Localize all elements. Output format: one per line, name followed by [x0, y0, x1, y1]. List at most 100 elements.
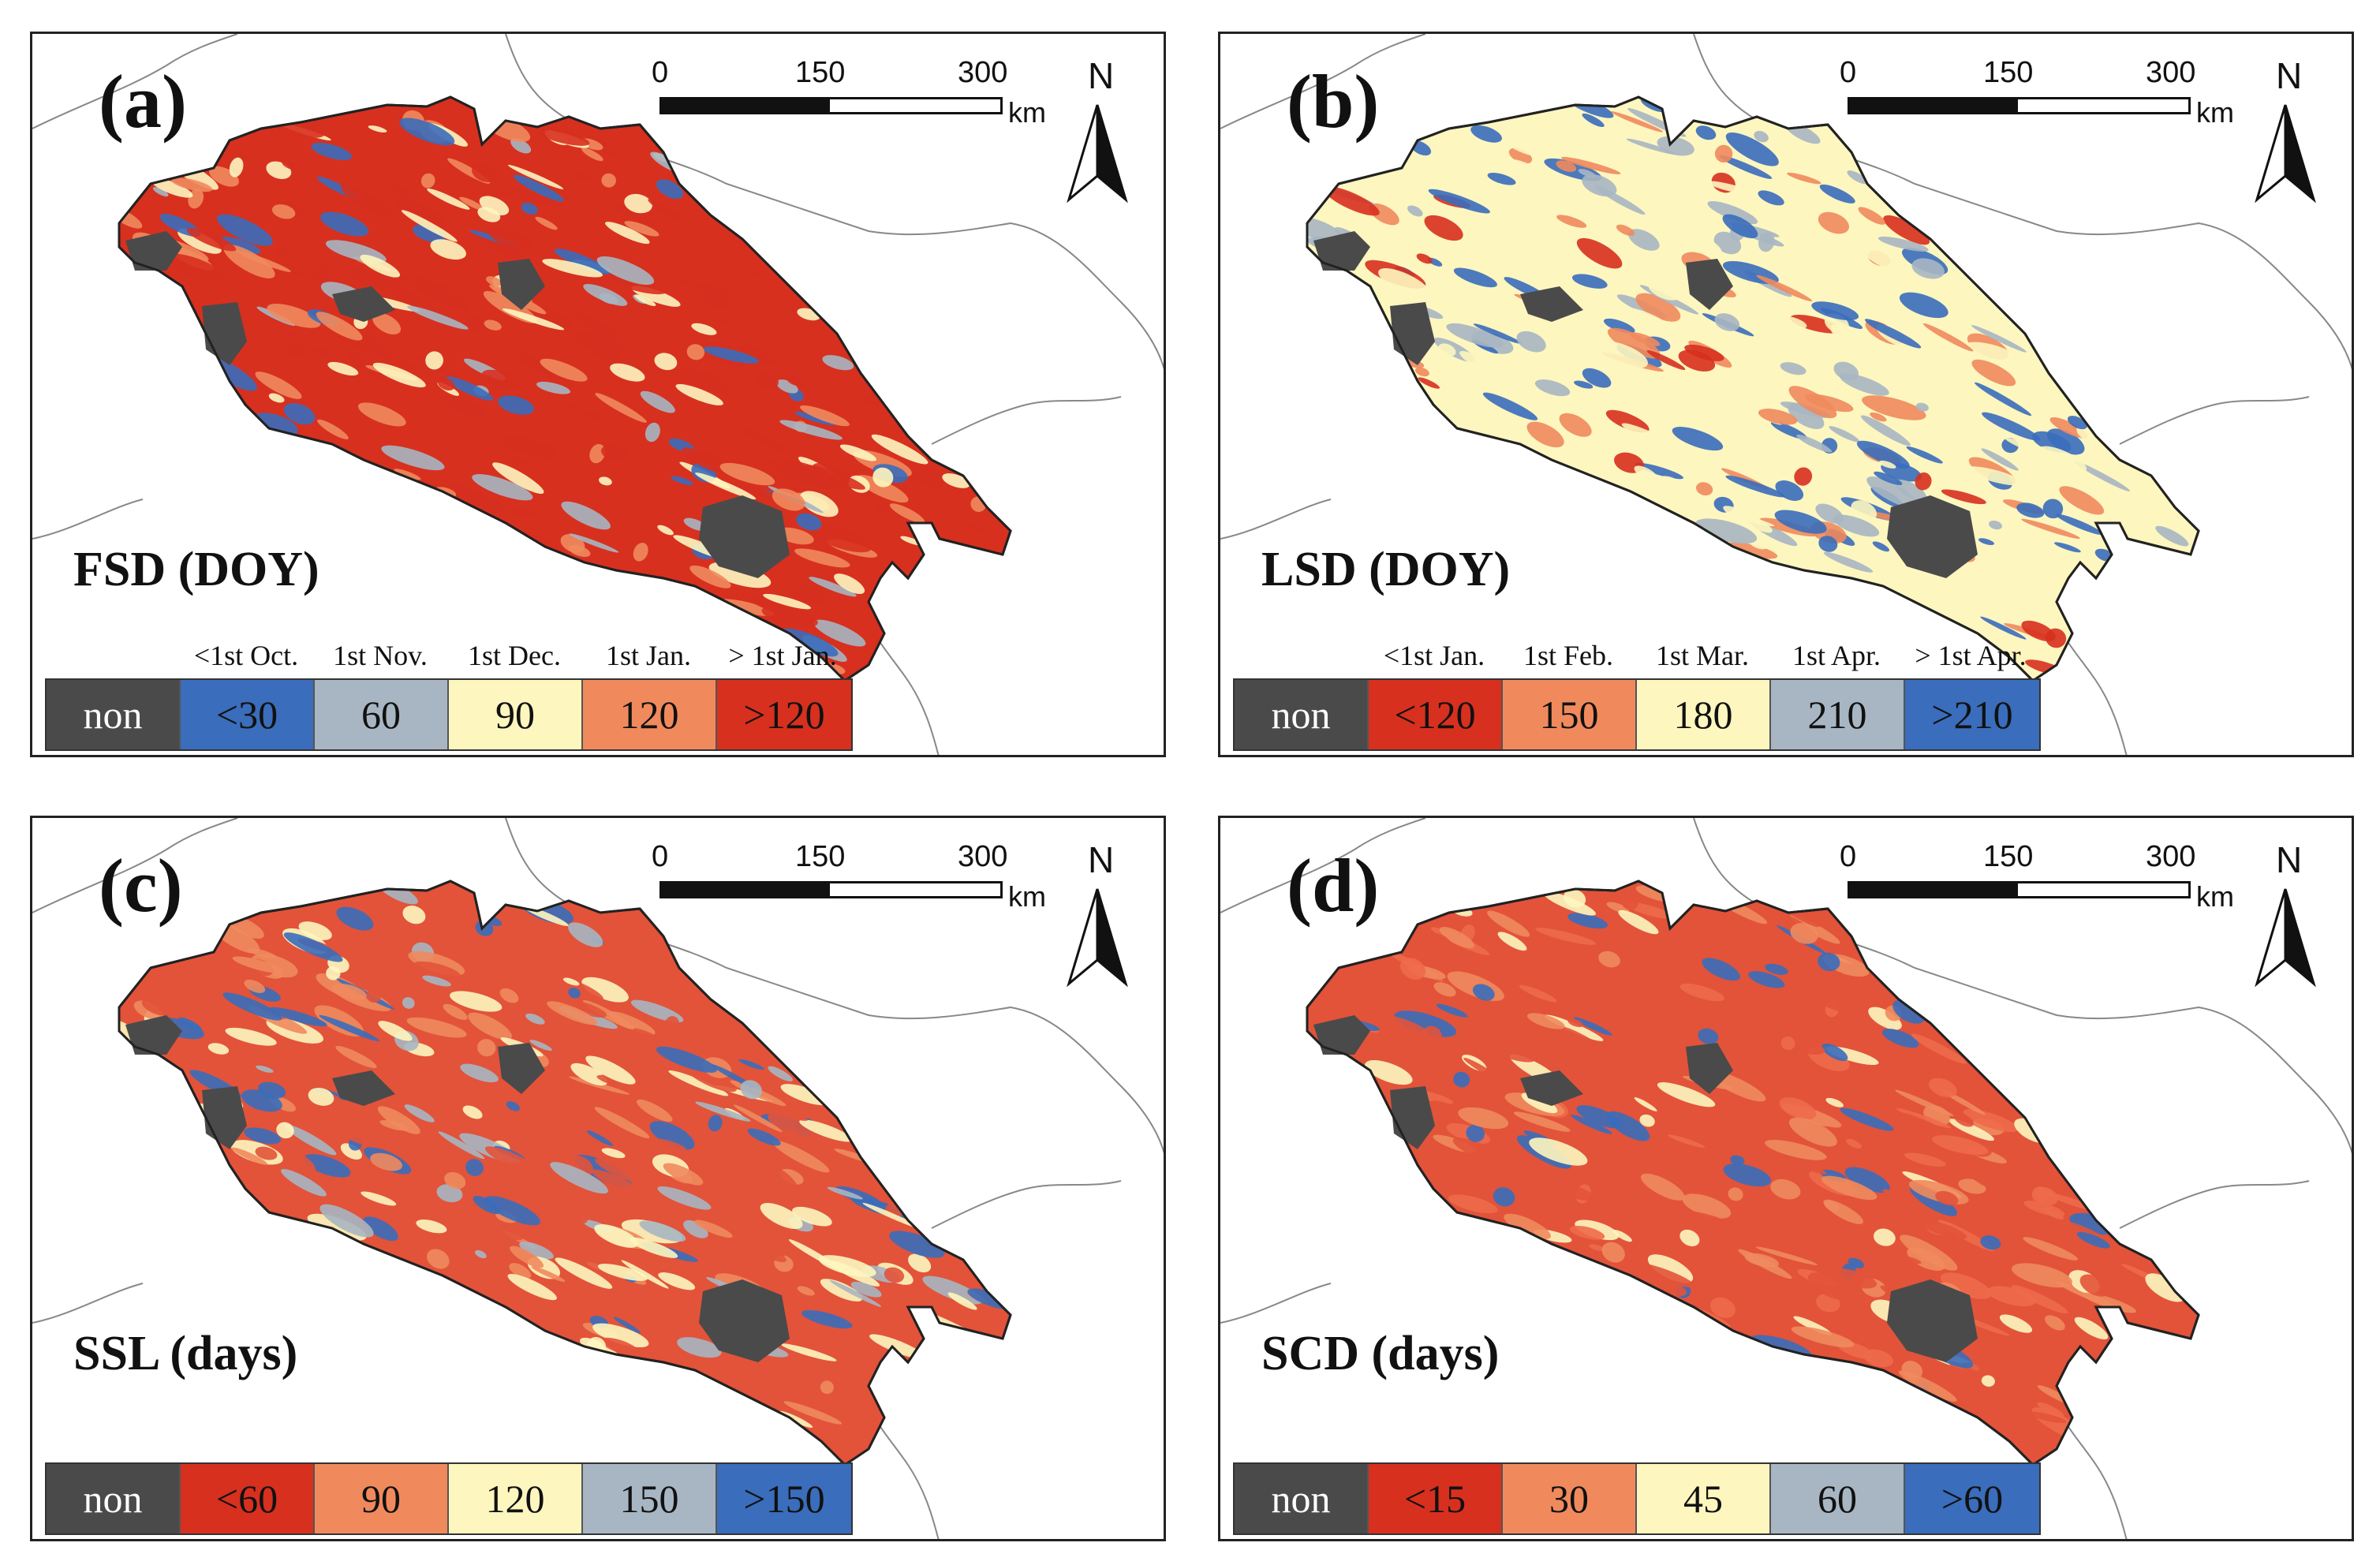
north-arrow: N [1066, 842, 1145, 999]
raster-patch [658, 1272, 696, 1290]
raster-patch [1794, 467, 1813, 486]
raster-patch [475, 920, 494, 936]
raster-patch [740, 1236, 786, 1262]
raster-patch [740, 1080, 762, 1100]
raster-patch [1639, 1114, 1655, 1127]
scale-tick-300: 300 [958, 56, 1008, 89]
raster-patch [1535, 928, 1596, 945]
raster-patch [564, 404, 606, 420]
raster-patch [535, 216, 558, 230]
raster-patch [372, 312, 402, 335]
raster-patch [1928, 1078, 1957, 1097]
raster-patch [1911, 258, 1945, 279]
raster-patch [1616, 224, 1635, 236]
region-outline [118, 95, 1012, 682]
raster-patch [1634, 1097, 1657, 1111]
raster-patch [794, 548, 850, 568]
raster-patch [231, 1147, 268, 1165]
raster-patch [1728, 988, 1762, 1007]
legend-cell: >150 [717, 1464, 851, 1533]
raster-patch [1788, 1117, 1837, 1147]
raster-patch [595, 1158, 656, 1188]
raster-patch [1414, 367, 1429, 377]
raster-patch [422, 975, 451, 987]
raster-patch [1872, 541, 1890, 552]
raster-patch [488, 228, 532, 250]
raster-patch [282, 159, 300, 170]
raster-patch [360, 254, 401, 278]
raster-patch [524, 980, 561, 1000]
raster-patch [2027, 1411, 2067, 1424]
raster-patch [498, 395, 534, 415]
raster-patch [568, 544, 591, 558]
non-area [332, 286, 395, 322]
raster-patch [1635, 293, 1681, 322]
north-arrow-icon [2255, 888, 2316, 988]
north-arrow: N [2254, 842, 2333, 999]
raster-patch [1830, 323, 1845, 336]
raster-patch [1862, 395, 1926, 420]
raster-patch [2076, 1231, 2110, 1249]
raster-patch [460, 1063, 499, 1083]
raster-patch [1597, 226, 1626, 243]
legend-cell: <120 [1369, 680, 1503, 749]
raster-patch [595, 393, 647, 423]
raster-patch [1550, 1025, 1604, 1054]
raster-patch [414, 961, 461, 978]
raster-patch [1411, 264, 1439, 281]
raster-patch [311, 264, 331, 283]
raster-patch [947, 1292, 977, 1310]
raster-patch [1373, 225, 1403, 246]
raster-patch [430, 239, 466, 260]
raster-patch [694, 1220, 733, 1238]
raster-patch [1963, 1387, 1986, 1403]
raster-patch [605, 222, 650, 245]
raster-patch [357, 402, 406, 427]
scale-tick-150: 150 [1983, 840, 2034, 873]
raster-patch [282, 201, 308, 219]
raster-patch [813, 463, 850, 484]
raster-patch [1758, 409, 1798, 425]
raster-patch [1818, 952, 1840, 972]
raster-patch [1610, 111, 1663, 133]
raster-patch [336, 906, 374, 931]
legend-date-label: <1st Oct. [193, 640, 299, 671]
raster-patch [747, 1128, 781, 1146]
raster-patch [678, 368, 727, 394]
raster-patch [1466, 1124, 1485, 1142]
raster-patch [747, 269, 764, 277]
region-outline [1306, 880, 2200, 1466]
raster-patch [1975, 382, 2032, 416]
raster-patch [554, 248, 611, 275]
raster-patch [1556, 215, 1587, 228]
map-canvas [1220, 34, 2352, 755]
north-letter: N [1088, 839, 1115, 880]
legend-cell: 60 [315, 680, 449, 749]
raster-patch [1981, 1375, 1995, 1388]
raster-patch [555, 1257, 613, 1289]
raster-patch [1755, 1246, 1818, 1265]
raster-patch [1877, 236, 1929, 252]
raster-patch [1713, 416, 1755, 437]
raster-patch [1744, 1253, 1780, 1268]
raster-patch [1698, 1028, 1719, 1044]
raster-patch [719, 462, 775, 486]
raster-patch [319, 1014, 380, 1042]
raster-patch [378, 1021, 413, 1041]
scale-bar: 0 150 300 km [1840, 840, 2274, 944]
raster-patch [944, 1269, 985, 1293]
raster-patch [591, 1169, 637, 1193]
legend-cell: <30 [181, 680, 315, 749]
raster-patch [1606, 1111, 1650, 1141]
raster-patch [834, 573, 865, 595]
legend-cell: <15 [1369, 1464, 1503, 1533]
raster-patch [550, 1162, 608, 1194]
raster-patch [1679, 1229, 1700, 1246]
non-area [125, 1015, 182, 1055]
raster-patch [1796, 434, 1833, 453]
raster-patch [1981, 448, 2019, 471]
raster-patch [1846, 1138, 1862, 1149]
raster-patch [1754, 130, 1769, 143]
raster-patch [613, 1317, 641, 1334]
admin-boundary-line [32, 34, 238, 129]
